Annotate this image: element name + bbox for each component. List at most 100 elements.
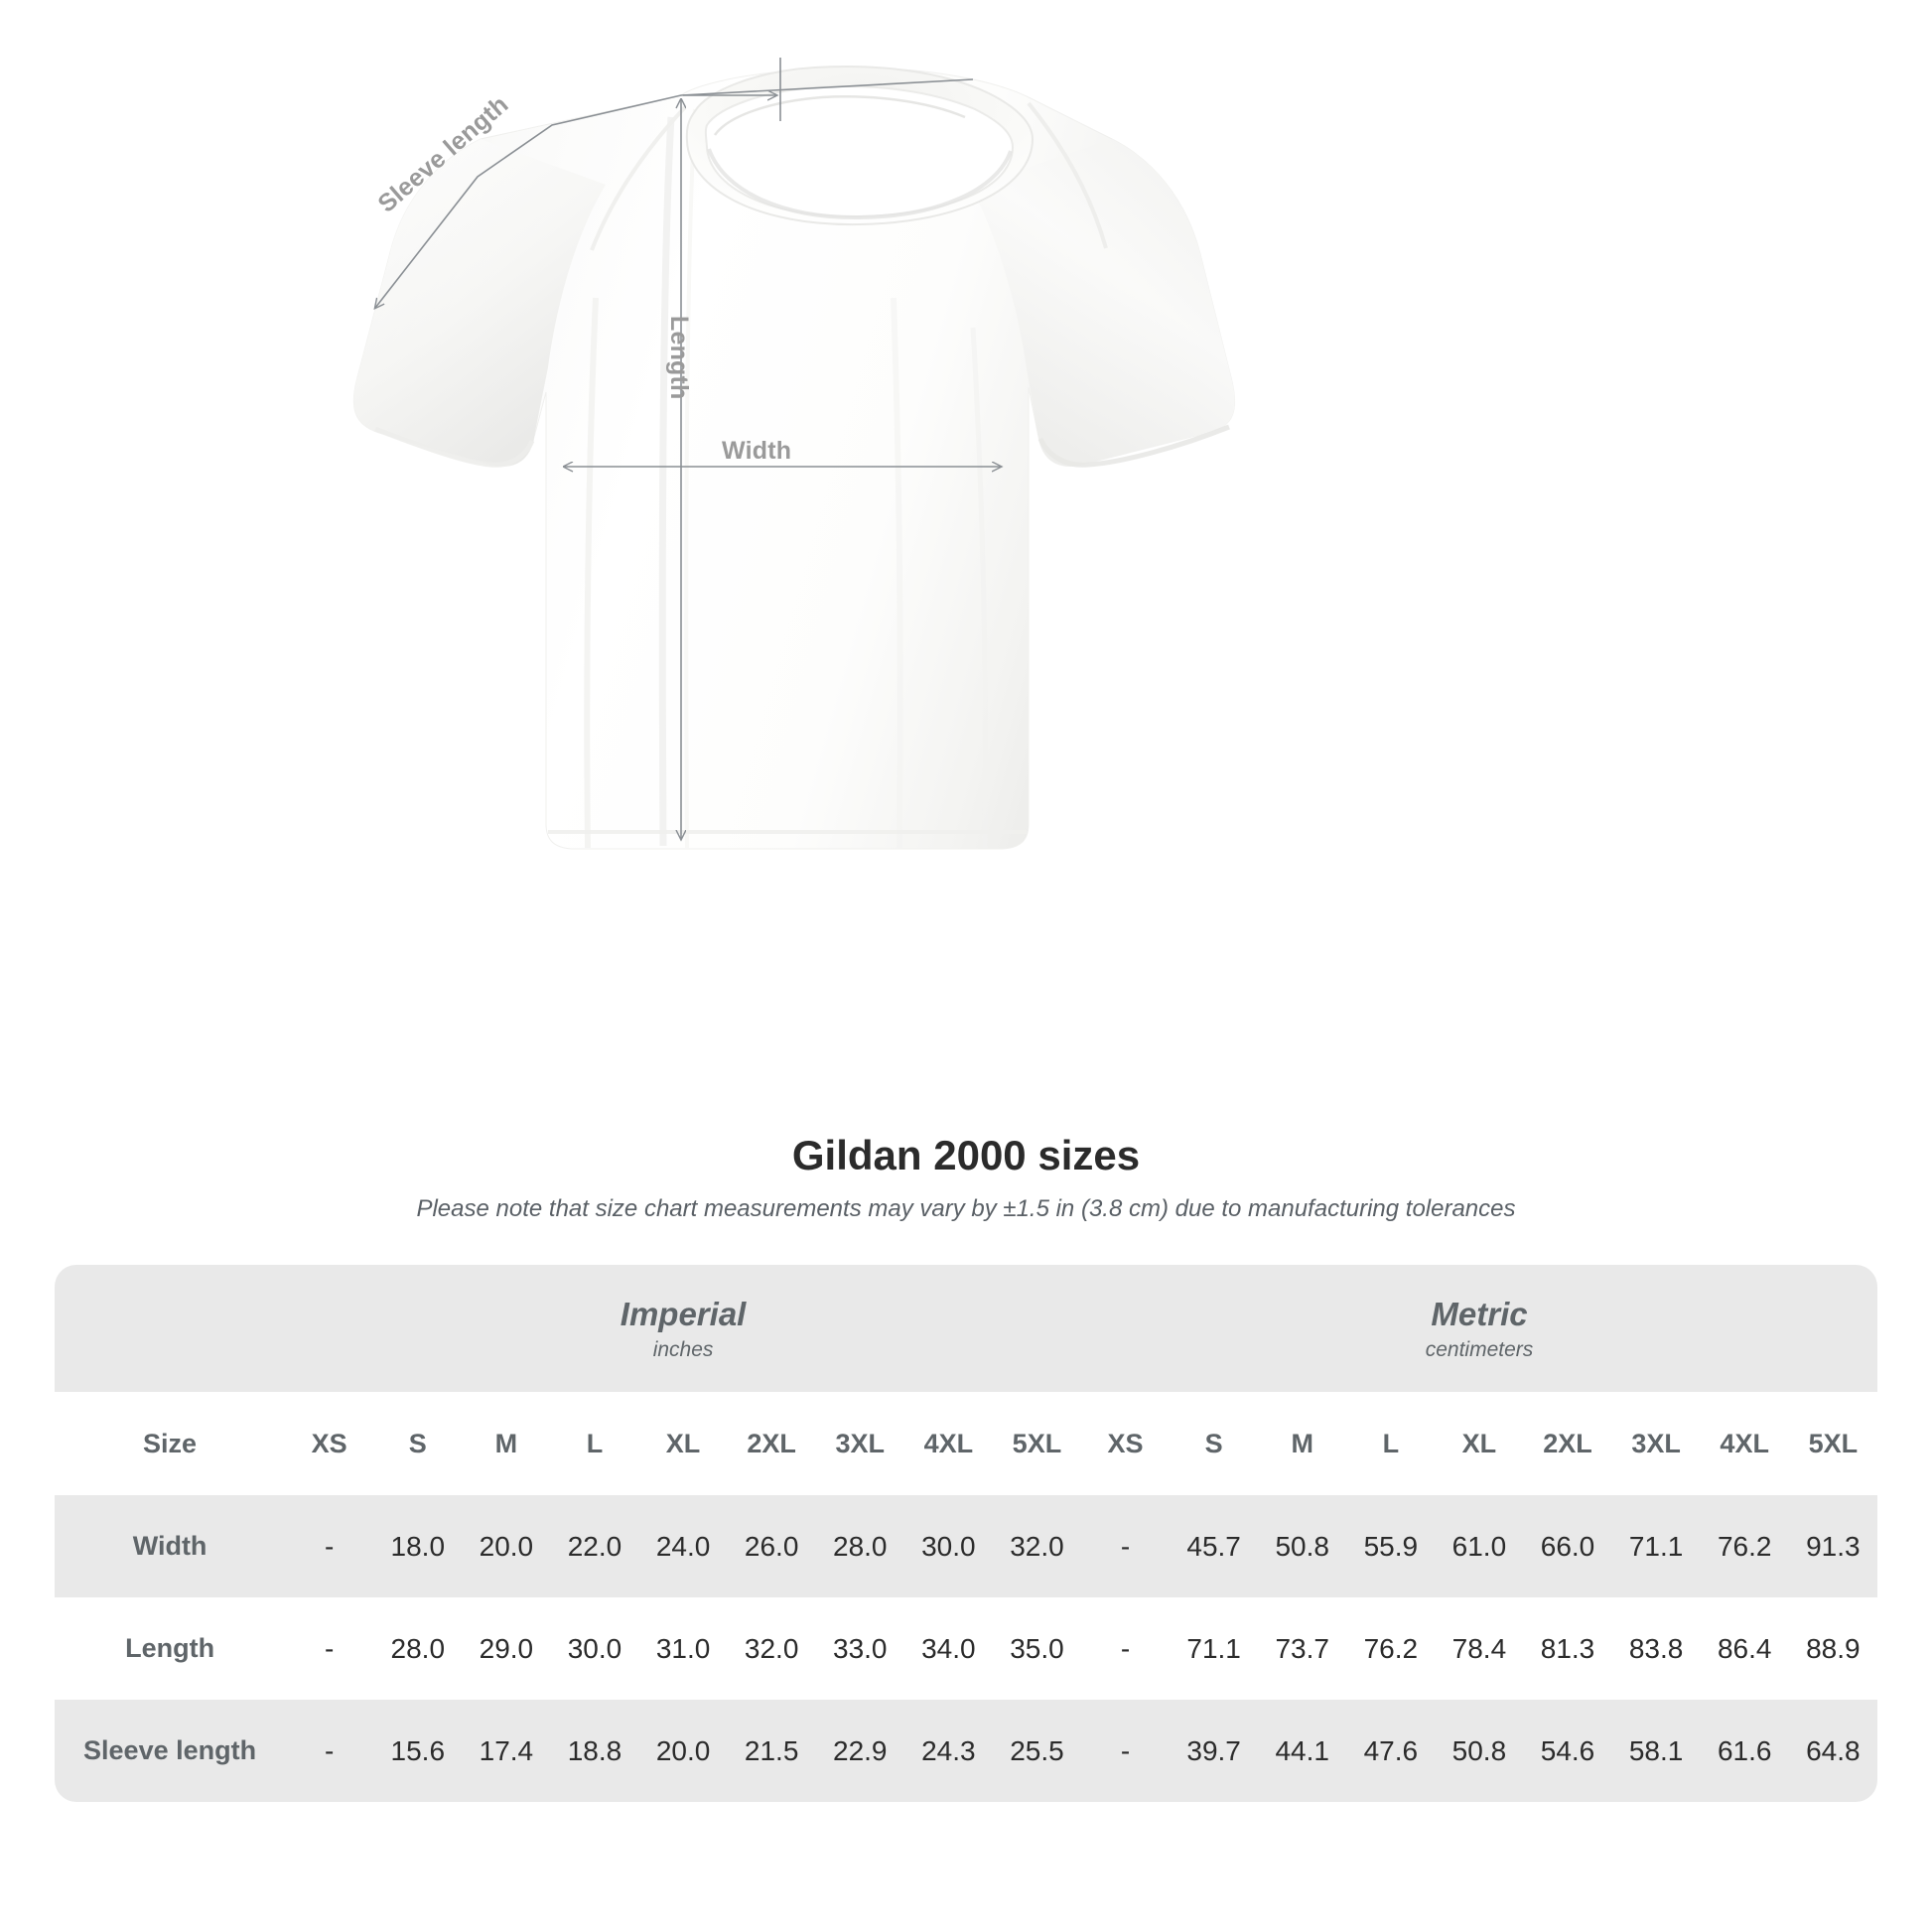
cell-width-imperial-xl: 24.0: [638, 1495, 728, 1597]
cell-width-imperial-xs: -: [285, 1495, 374, 1597]
size-col-metric-xs: XS: [1080, 1392, 1171, 1495]
size-col-metric-l: L: [1346, 1392, 1436, 1495]
cell-length-imperial-xs: -: [285, 1597, 374, 1700]
size-col-imperial-l: L: [550, 1392, 639, 1495]
size-col-imperial-m: M: [462, 1392, 551, 1495]
length-label: Length: [665, 316, 693, 400]
cell-length-imperial-l: 30.0: [550, 1597, 639, 1700]
cell-width-metric-xl: 61.0: [1435, 1495, 1524, 1597]
cell-width-imperial-2xl: 26.0: [727, 1495, 816, 1597]
size-header-row: Size XS S M L XL 2XL 3XL 4XL 5XL XS S M …: [55, 1392, 1877, 1495]
imperial-unit: inches: [652, 1337, 714, 1361]
cell-width-metric-5xl: 91.3: [1788, 1495, 1877, 1597]
table-row-sleeve-length: Sleeve length - 15.6 17.4 18.8 20.0 21.5…: [55, 1700, 1877, 1802]
cell-width-metric-2xl: 66.0: [1523, 1495, 1612, 1597]
cell-width-metric-4xl: 76.2: [1700, 1495, 1789, 1597]
cell-width-metric-m: 50.8: [1258, 1495, 1347, 1597]
cell-length-metric-xl: 78.4: [1435, 1597, 1524, 1700]
unit-header-row: Imperial inches Metric centimeters: [55, 1265, 1877, 1392]
cell-sleeve-imperial-xl: 20.0: [638, 1700, 728, 1802]
cell-length-metric-4xl: 86.4: [1700, 1597, 1789, 1700]
tshirt-shape: [352, 66, 1236, 850]
tshirt-illustration: [352, 58, 1236, 850]
cell-sleeve-metric-5xl: 64.8: [1788, 1700, 1877, 1802]
cell-length-metric-5xl: 88.9: [1788, 1597, 1877, 1700]
size-col-imperial-xs: XS: [285, 1392, 374, 1495]
cell-sleeve-metric-4xl: 61.6: [1700, 1700, 1789, 1802]
tolerance-note: Please note that size chart measurements…: [416, 1195, 1516, 1223]
cell-length-imperial-2xl: 32.0: [727, 1597, 816, 1700]
cell-sleeve-imperial-l: 18.8: [550, 1700, 639, 1802]
size-col-imperial-3xl: 3XL: [815, 1392, 904, 1495]
size-col-imperial-2xl: 2XL: [727, 1392, 816, 1495]
cell-length-imperial-3xl: 33.0: [815, 1597, 904, 1700]
cell-length-imperial-m: 29.0: [462, 1597, 551, 1700]
cell-width-metric-l: 55.9: [1346, 1495, 1436, 1597]
cell-sleeve-imperial-xs: -: [285, 1700, 374, 1802]
sleeve-length-line: [375, 78, 974, 308]
cell-width-metric-xs: -: [1080, 1495, 1171, 1597]
cell-length-imperial-4xl: 34.0: [903, 1597, 993, 1700]
cell-width-imperial-5xl: 32.0: [992, 1495, 1081, 1597]
cell-sleeve-imperial-s: 15.6: [373, 1700, 463, 1802]
size-col-metric-4xl: 4XL: [1700, 1392, 1789, 1495]
size-col-metric-m: M: [1258, 1392, 1347, 1495]
cell-length-imperial-5xl: 35.0: [992, 1597, 1081, 1700]
size-col-imperial-xl: XL: [638, 1392, 728, 1495]
size-col-imperial-5xl: 5XL: [992, 1392, 1081, 1495]
row-label-width: Width: [55, 1495, 286, 1597]
cell-width-imperial-s: 18.0: [373, 1495, 463, 1597]
cell-length-metric-2xl: 81.3: [1523, 1597, 1612, 1700]
size-col-imperial-s: S: [373, 1392, 463, 1495]
cell-width-imperial-3xl: 28.0: [815, 1495, 904, 1597]
table-row-length: Length - 28.0 29.0 30.0 31.0 32.0 33.0 3…: [55, 1597, 1877, 1700]
size-col-metric-xl: XL: [1435, 1392, 1524, 1495]
page-title: Gildan 2000 sizes: [791, 1132, 1141, 1178]
cell-width-imperial-l: 22.0: [550, 1495, 639, 1597]
cell-sleeve-metric-m: 44.1: [1258, 1700, 1347, 1802]
cell-length-metric-m: 73.7: [1258, 1597, 1347, 1700]
imperial-label: Imperial: [620, 1295, 747, 1332]
row-label-length: Length: [55, 1597, 286, 1700]
metric-unit: centimeters: [1425, 1337, 1534, 1361]
size-col-metric-5xl: 5XL: [1788, 1392, 1877, 1495]
cell-sleeve-imperial-5xl: 25.5: [992, 1700, 1081, 1802]
cell-length-metric-s: 71.1: [1170, 1597, 1259, 1700]
metric-label: Metric: [1431, 1295, 1528, 1332]
size-chart-container: Imperial inches Metric centimeters Size …: [55, 1265, 1877, 1802]
tshirt-diagram: Sleeve length Length Width: [352, 58, 1236, 850]
cell-sleeve-imperial-4xl: 24.3: [903, 1700, 993, 1802]
size-chart-table: Imperial inches Metric centimeters Size …: [55, 1265, 1877, 1802]
cell-sleeve-imperial-2xl: 21.5: [727, 1700, 816, 1802]
size-header-label: Size: [55, 1392, 286, 1495]
unit-header-imperial: Imperial inches: [285, 1265, 1081, 1392]
unit-header-spacer: [55, 1265, 286, 1392]
cell-length-imperial-xl: 31.0: [638, 1597, 728, 1700]
row-label-sleeve-length: Sleeve length: [55, 1700, 286, 1802]
cell-width-imperial-m: 20.0: [462, 1495, 551, 1597]
size-col-metric-2xl: 2XL: [1523, 1392, 1612, 1495]
cell-length-metric-xs: -: [1080, 1597, 1171, 1700]
cell-length-metric-l: 76.2: [1346, 1597, 1436, 1700]
cell-length-imperial-s: 28.0: [373, 1597, 463, 1700]
cell-sleeve-metric-s: 39.7: [1170, 1700, 1259, 1802]
cell-sleeve-metric-3xl: 58.1: [1611, 1700, 1701, 1802]
cell-width-imperial-4xl: 30.0: [903, 1495, 993, 1597]
size-col-metric-s: S: [1170, 1392, 1259, 1495]
cell-sleeve-imperial-3xl: 22.9: [815, 1700, 904, 1802]
cell-sleeve-imperial-m: 17.4: [462, 1700, 551, 1802]
title-block: Gildan 2000 sizes Please note that size …: [0, 1132, 1932, 1223]
measurement-lines: [375, 58, 1001, 839]
size-col-metric-3xl: 3XL: [1611, 1392, 1701, 1495]
cell-sleeve-metric-2xl: 54.6: [1523, 1700, 1612, 1802]
cell-sleeve-metric-l: 47.6: [1346, 1700, 1436, 1802]
table-row-width: Width - 18.0 20.0 22.0 24.0 26.0 28.0 30…: [55, 1495, 1877, 1597]
cell-width-metric-3xl: 71.1: [1611, 1495, 1701, 1597]
width-label: Width: [722, 437, 792, 465]
unit-header-metric: Metric centimeters: [1080, 1265, 1877, 1392]
cell-sleeve-metric-xs: -: [1080, 1700, 1171, 1802]
cell-length-metric-3xl: 83.8: [1611, 1597, 1701, 1700]
cell-width-metric-s: 45.7: [1170, 1495, 1259, 1597]
size-col-imperial-4xl: 4XL: [903, 1392, 993, 1495]
cell-sleeve-metric-xl: 50.8: [1435, 1700, 1524, 1802]
